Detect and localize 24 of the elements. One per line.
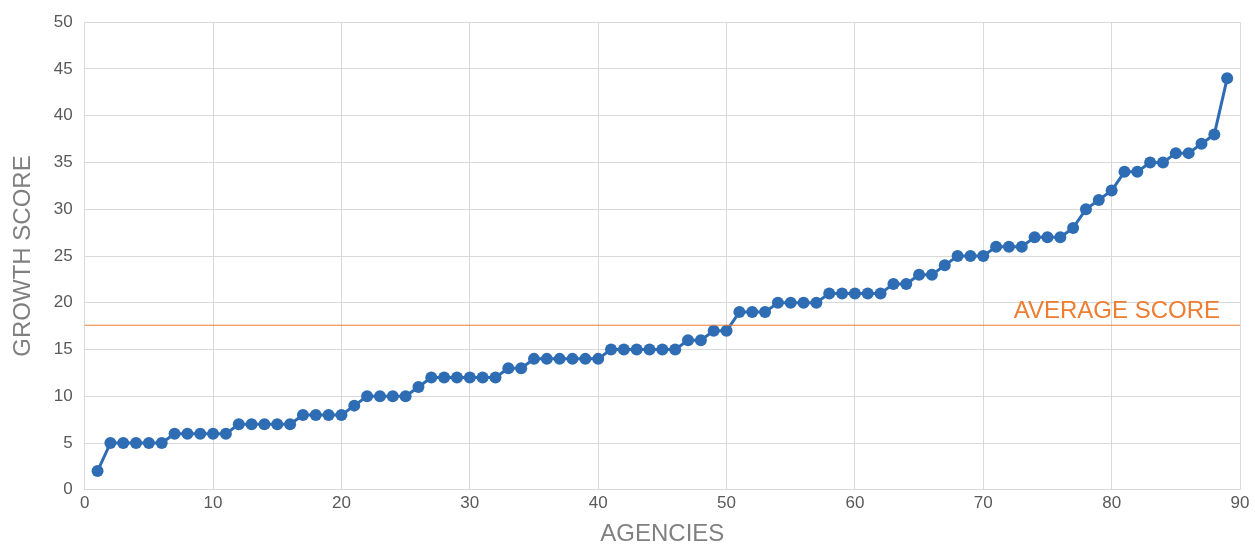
x-tick-label: 40	[588, 492, 608, 512]
y-axis-title: GROWTH SCORE	[8, 155, 36, 357]
x-tick-label: 60	[845, 492, 865, 512]
y-tick-label: 10	[53, 385, 73, 405]
y-tick-label: 0	[63, 479, 73, 499]
x-tick-label: 20	[331, 492, 351, 512]
y-tick-label: 45	[53, 58, 73, 78]
x-axis-title: AGENCIES	[600, 519, 725, 547]
y-tick-label: 5	[63, 432, 73, 452]
y-tick-label: 15	[53, 339, 73, 359]
x-tick-label: 90	[1230, 492, 1250, 512]
y-tick-label: 40	[53, 105, 73, 125]
y-tick-label: 25	[53, 245, 73, 265]
y-tick-label: 35	[53, 152, 73, 172]
x-tick-label: 10	[203, 492, 223, 512]
y-tick-label: 30	[53, 198, 73, 218]
ref-line-label: AVERAGE SCORE	[1013, 295, 1220, 323]
y-tick-label: 20	[53, 292, 73, 312]
x-tick-label: 30	[460, 492, 480, 512]
x-tick-label: 70	[973, 492, 993, 512]
x-tick-label: 50	[717, 492, 736, 512]
y-tick-label: 50	[53, 11, 73, 31]
x-tick-label: 80	[1102, 492, 1122, 512]
x-tick-label: 0	[79, 492, 90, 512]
